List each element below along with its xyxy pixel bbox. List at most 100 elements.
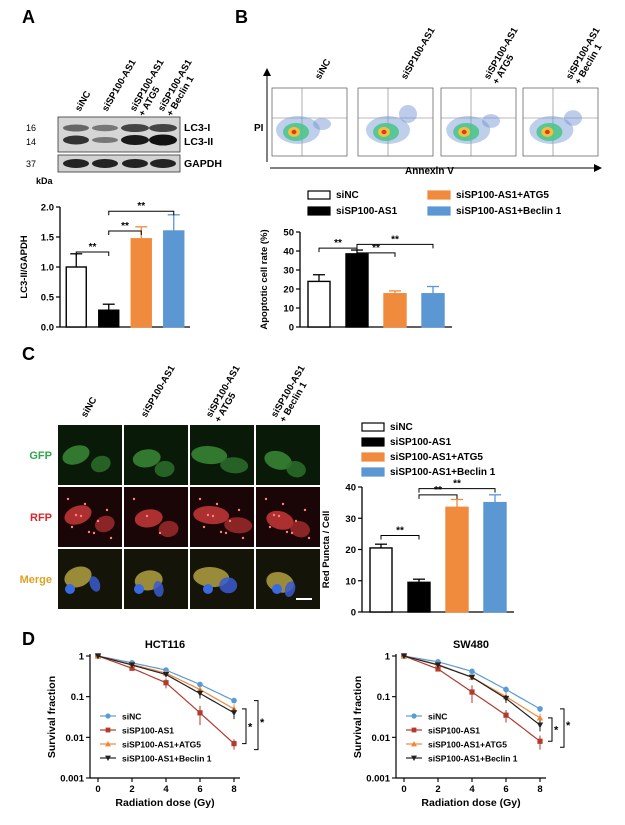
band-lc3-ii: LC3-II [184, 136, 213, 148]
puncta [272, 513, 276, 517]
chart-title: HCT116 [145, 639, 185, 651]
cell-signal [284, 581, 296, 597]
bar-sisp100-as1-atg5 [383, 293, 407, 328]
cell-signal [219, 577, 238, 594]
micrograph [256, 425, 320, 485]
puncta [206, 513, 210, 517]
puncta [277, 514, 281, 518]
data-point [537, 706, 543, 712]
puncta [290, 531, 294, 535]
cell-population [482, 114, 500, 128]
data-point [400, 653, 408, 660]
legend-label: siSP100-AS1 [390, 437, 452, 448]
legend-swatch [361, 452, 385, 462]
data-point [231, 697, 237, 704]
legend-marker [105, 755, 111, 761]
cell-signal [64, 566, 92, 588]
lane-label: siSP100-AS1+ ATG5 [482, 25, 530, 86]
row-label-merge: Merge [20, 574, 52, 586]
cell-signal [286, 461, 306, 478]
y-axis-label: Red Puncta / Cell [321, 511, 332, 589]
puncta [66, 497, 70, 501]
mw-37: 37 [26, 159, 36, 169]
puncta [109, 536, 113, 540]
cell-population [381, 129, 387, 135]
bar-sisp100-as1-beclin-1 [483, 501, 507, 613]
legend-label: siNC [122, 712, 141, 722]
flow-plot [440, 87, 517, 157]
cell-signal [64, 505, 92, 525]
panel-label-b: B [235, 7, 248, 27]
chart-c-red-puncta: 0 10 20 30 40 Red Puncta / Cell ** ** ** [321, 479, 514, 619]
flow-x-axis-label: Annexin V [405, 166, 454, 177]
x-tick-label: 0 [95, 784, 100, 795]
significance-bracket [242, 708, 247, 745]
legend-swatch [427, 190, 451, 200]
cell-population [291, 129, 297, 135]
blot-gapdh [57, 154, 181, 173]
cell-population [313, 118, 331, 130]
y-tick-label: 20 [283, 285, 294, 296]
legend-swatch [427, 206, 451, 216]
mw-16: 16 [26, 123, 36, 133]
nucleus [203, 584, 213, 594]
significance-bracket [380, 534, 420, 540]
puncta [224, 531, 228, 535]
bar-sisp100-as1-atg5 [445, 506, 469, 613]
y-axis-label: LC3-II/GAPDH [19, 235, 30, 298]
row-label-gfp: GFP [29, 450, 52, 462]
y-tick-label: 1 [79, 652, 85, 663]
bar-sisp100-as1-atg5 [130, 238, 152, 328]
puncta [237, 508, 241, 512]
data-point [197, 681, 203, 688]
data-point [536, 714, 544, 721]
legend-label: siSP100-AS1+ATG5 [122, 740, 201, 750]
chart-d-hct116: HCT116 0.001 0.01 0.1 1 0 2 4 6 8 Radiation dose (… [46, 639, 265, 809]
y-tick-label: 0.1 [377, 692, 391, 703]
cell-signal [134, 509, 163, 528]
y-tick-label: 10 [283, 304, 294, 315]
legend-marker [411, 755, 417, 761]
micrograph [256, 549, 320, 609]
legend-b: siNC siSP100-AS1 siSP100-AS1+ATG5 siSP100-A… [307, 190, 562, 217]
data-point [503, 686, 509, 693]
lane-label: siSP100-AS1 [139, 363, 178, 419]
puncta [92, 531, 96, 535]
significance-bracket [108, 230, 142, 235]
significance-label: * [260, 717, 265, 729]
puncta [79, 514, 83, 518]
significance-label: ** [334, 238, 342, 249]
micrograph [256, 487, 320, 547]
micrograph [124, 425, 188, 485]
legend-swatch [361, 437, 385, 447]
blot-lc3 [57, 116, 181, 153]
legend-label: siSP100-AS1+ATG5 [428, 740, 507, 750]
legend-label: siSP100-AS1+Beclin 1 [390, 467, 496, 478]
micrograph [190, 425, 254, 485]
cell-population [564, 110, 582, 126]
bar-sisp100-as1 [345, 253, 369, 328]
lane-label: siNC [313, 57, 333, 81]
legend-label: siSP100-AS1 [122, 726, 174, 736]
flow-y-arrow [263, 68, 271, 76]
flow-plot [522, 87, 599, 157]
data-point [469, 668, 475, 675]
significance-bracket [318, 247, 358, 253]
nucleus [134, 584, 144, 594]
mw-markers: 16 14 37 kDa [26, 123, 54, 186]
cell-signal [154, 460, 175, 478]
microscopy-grid: siNC siSP100-AS1 siSP100-AS1+ ATG5 siSP100-… [20, 363, 320, 609]
bar-sinc [369, 547, 393, 613]
micrograph [58, 425, 122, 485]
significance-label: ** [89, 242, 97, 253]
x-tick-label: 4 [163, 784, 169, 795]
legend-label: siNC [390, 422, 413, 433]
legend-label: siSP100-AS1+Beclin 1 [456, 206, 562, 217]
puncta [202, 525, 206, 529]
cell-signal [191, 446, 228, 465]
data-point [197, 710, 203, 716]
cell-signal [89, 576, 101, 592]
legend-label: siSP100-AS1 [428, 726, 480, 736]
y-tick-label: 1.0 [41, 263, 54, 274]
y-axis-label: Apoptotic cell rate (%) [259, 229, 270, 329]
